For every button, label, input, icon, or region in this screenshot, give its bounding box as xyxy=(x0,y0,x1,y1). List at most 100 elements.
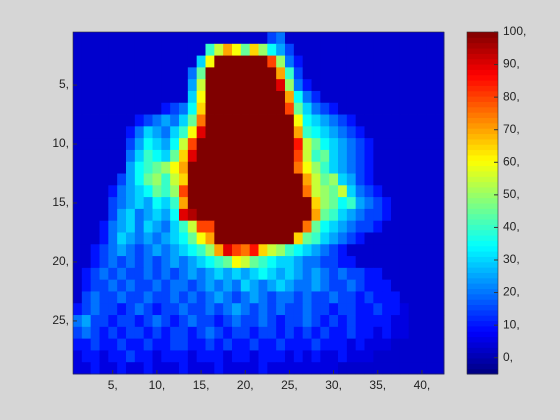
colorbar-swatch xyxy=(467,165,498,172)
heat-cell xyxy=(90,350,100,363)
heat-cell xyxy=(108,79,118,92)
heat-cell xyxy=(417,362,427,375)
heat-cell xyxy=(143,149,153,163)
colorbar-swatch xyxy=(467,149,498,156)
heat-cell xyxy=(355,79,365,92)
heat-cell xyxy=(285,303,295,316)
heat-cell xyxy=(311,90,321,104)
heat-cell xyxy=(329,102,339,115)
heat-cell xyxy=(126,149,136,163)
heat-cell xyxy=(417,338,427,351)
colorbar-swatch xyxy=(467,53,498,60)
heat-cell xyxy=(214,138,224,151)
heat-cell xyxy=(143,197,153,210)
heat-cell xyxy=(258,208,268,222)
heat-cell xyxy=(179,161,189,174)
heat-cell xyxy=(435,232,445,245)
heat-cell xyxy=(249,126,259,139)
heat-cell xyxy=(408,244,418,257)
heat-cell xyxy=(73,291,83,304)
heat-cell xyxy=(408,338,418,351)
heat-cell xyxy=(355,256,365,269)
heat-cell xyxy=(117,220,127,233)
heat-cell xyxy=(426,244,436,257)
heat-cell xyxy=(90,220,100,233)
heat-cell xyxy=(391,102,401,115)
heat-cell xyxy=(196,326,206,340)
heat-cell xyxy=(187,102,198,115)
colorbar-swatch xyxy=(467,48,498,54)
heat-cell xyxy=(196,55,206,68)
heat-cell xyxy=(329,267,339,281)
heat-cell xyxy=(170,55,180,68)
heat-cell xyxy=(408,114,418,127)
heat-cell xyxy=(426,350,436,363)
heat-cell xyxy=(214,197,224,210)
colorbar-tick-label: 0, xyxy=(503,350,513,364)
heat-cell xyxy=(161,338,171,351)
heat-cell xyxy=(196,173,206,186)
heat-cell xyxy=(240,161,251,174)
y-tick-label: 15, xyxy=(52,195,69,209)
heat-cell xyxy=(267,126,277,139)
heat-cell xyxy=(223,256,233,269)
heat-cell xyxy=(81,90,92,104)
heat-cell xyxy=(81,185,92,198)
heat-cell xyxy=(267,208,277,222)
heat-cell xyxy=(293,267,304,281)
heat-cell xyxy=(179,149,189,163)
heat-cell xyxy=(435,220,445,233)
heat-cell xyxy=(240,197,251,210)
heat-cell xyxy=(108,244,118,257)
heat-cell xyxy=(435,303,445,316)
heat-cell xyxy=(81,244,92,257)
heat-cell xyxy=(249,185,259,198)
heat-cell xyxy=(205,208,215,222)
heat-cell xyxy=(320,244,330,257)
heat-cell xyxy=(408,279,418,292)
heat-cell xyxy=(232,149,242,163)
colorbar-swatch xyxy=(467,267,498,273)
heat-cell xyxy=(391,90,401,104)
heat-cell xyxy=(293,291,304,304)
heat-cell xyxy=(161,220,171,233)
heat-cell xyxy=(170,267,180,281)
heat-cell xyxy=(302,114,312,127)
heat-cell xyxy=(258,220,268,233)
heat-cell xyxy=(355,32,365,45)
colorbar-swatch xyxy=(467,315,498,322)
heat-cell xyxy=(196,244,206,257)
heat-cell xyxy=(108,303,118,316)
heat-cell xyxy=(240,279,251,292)
heat-cell xyxy=(179,220,189,233)
heat-cell xyxy=(373,291,383,304)
heat-cell xyxy=(364,291,374,304)
heat-cell xyxy=(170,362,180,375)
heat-cell xyxy=(391,338,401,351)
heat-cell xyxy=(117,279,127,292)
heat-cell xyxy=(90,67,100,80)
heat-cell xyxy=(329,185,339,198)
heat-cell xyxy=(338,173,348,186)
heat-cell xyxy=(426,126,436,139)
colorbar-tick-label: 70, xyxy=(503,122,520,136)
heat-cell xyxy=(240,43,251,56)
heat-cell xyxy=(126,303,136,316)
heat-cell xyxy=(311,362,321,375)
heat-cell xyxy=(108,338,118,351)
heat-cell xyxy=(117,102,127,115)
heat-cell xyxy=(90,173,100,186)
heat-cell xyxy=(232,114,242,127)
heat-cell xyxy=(196,315,206,328)
heat-cell xyxy=(311,32,321,45)
heat-cell xyxy=(73,114,83,127)
heat-cell xyxy=(285,267,295,281)
heat-cell xyxy=(108,350,118,363)
heat-cell xyxy=(143,161,153,174)
heat-cell xyxy=(408,126,418,139)
heat-cell xyxy=(320,126,330,139)
heat-cell xyxy=(196,197,206,210)
heat-cell xyxy=(258,149,268,163)
heat-cell xyxy=(346,220,357,233)
heat-cell xyxy=(320,279,330,292)
